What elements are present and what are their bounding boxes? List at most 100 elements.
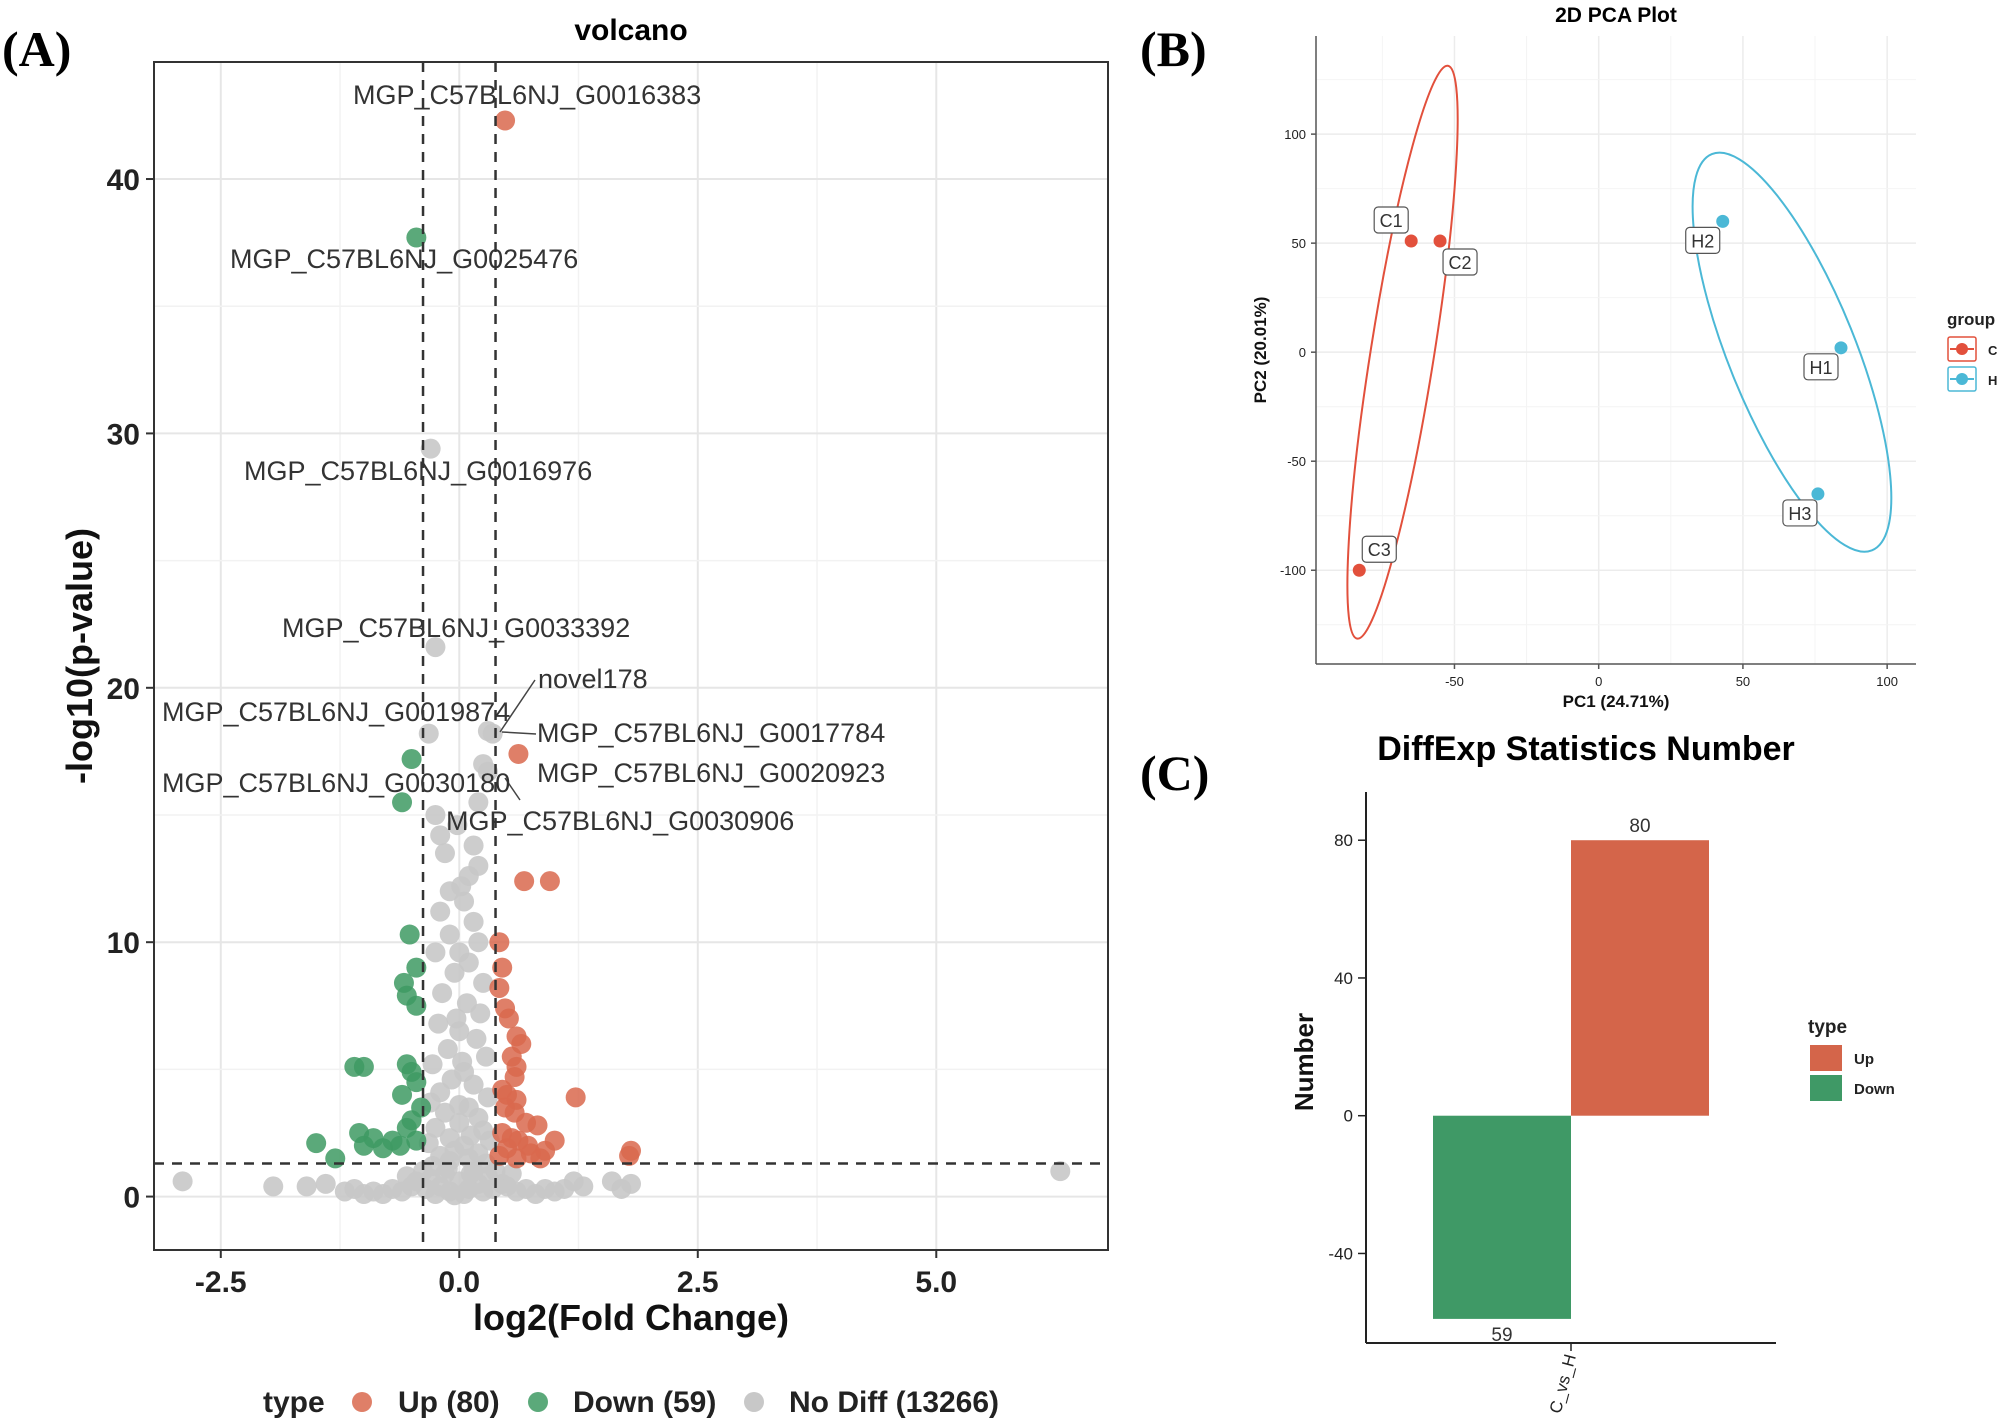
pca-x-tick-label: -50 bbox=[1445, 674, 1464, 689]
volcano-point-no-diff bbox=[468, 932, 489, 953]
volcano-y-tick-label: 20 bbox=[107, 673, 140, 706]
volcano-point-down bbox=[325, 1148, 346, 1169]
volcano-point-no-diff bbox=[425, 1117, 446, 1138]
pca-y-tick-label: 50 bbox=[1292, 236, 1306, 251]
diffexp-y-tick-label: 40 bbox=[1334, 969, 1353, 988]
volcano-gridlines bbox=[154, 62, 1108, 1250]
pca-legend-c: C bbox=[1988, 343, 1998, 358]
pca-point-h3 bbox=[1811, 487, 1825, 501]
volcano-legend-down-swatch bbox=[528, 1392, 548, 1412]
volcano-point-no-diff bbox=[428, 1013, 449, 1034]
volcano-point-no-diff bbox=[422, 1054, 443, 1075]
diffexp-title: DiffExp Statistics Number bbox=[1377, 730, 1795, 768]
pca-x-tick-label: 50 bbox=[1736, 674, 1750, 689]
volcano-x-tick-label: 0.0 bbox=[438, 1266, 480, 1299]
diffexp-y-tick-label: -40 bbox=[1328, 1244, 1353, 1263]
volcano-legend-up-swatch bbox=[352, 1392, 372, 1412]
volcano-point-no-diff bbox=[463, 911, 484, 932]
panel-label-b: (B) bbox=[1140, 21, 1207, 77]
volcano-axis-ticks: -2.5 0.0 2.5 5.0 0 10 20 30 40 bbox=[107, 164, 958, 1299]
volcano-point-no-diff bbox=[396, 1166, 417, 1187]
volcano-point-no-diff bbox=[621, 1173, 641, 1194]
volcano-y-tick-label: 30 bbox=[107, 418, 140, 451]
volcano-point-no-diff bbox=[482, 723, 503, 744]
volcano-point-no-diff bbox=[475, 1046, 496, 1067]
volcano-point-no-diff bbox=[437, 1039, 458, 1060]
volcano-gene-label: MGP_C57BL6NJ_G0016383 bbox=[353, 80, 701, 110]
panel-label-c: (C) bbox=[1140, 745, 1209, 801]
volcano-point-down bbox=[401, 749, 422, 770]
pca-sample-label: H1 bbox=[1809, 358, 1832, 378]
volcano-y-tick-label: 40 bbox=[107, 164, 140, 197]
volcano-point-no-diff bbox=[430, 901, 451, 922]
volcano-label-leaders bbox=[499, 679, 537, 801]
volcano-point-down bbox=[390, 1135, 411, 1156]
volcano-label-leader bbox=[501, 731, 537, 735]
volcano-legend-nodiff-swatch bbox=[744, 1392, 764, 1412]
volcano-point-up bbox=[495, 110, 516, 131]
volcano-point-no-diff bbox=[315, 1173, 336, 1194]
volcano-point-no-diff bbox=[449, 1112, 470, 1133]
volcano-point-no-diff bbox=[444, 962, 465, 983]
volcano-gene-labels: MGP_C57BL6NJ_G0016383 MGP_C57BL6NJ_G00254… bbox=[162, 80, 885, 836]
volcano-label-leader bbox=[499, 679, 536, 733]
diffexp-legend-up-swatch bbox=[1810, 1045, 1842, 1071]
panel-label-a: (A) bbox=[2, 21, 71, 77]
volcano-plot-background bbox=[154, 62, 1108, 1250]
diffexp-legend-up: Up bbox=[1854, 1051, 1874, 1068]
volcano-point-down bbox=[399, 924, 420, 945]
volcano-gene-label: MGP_C57BL6NJ_G0025476 bbox=[230, 244, 578, 274]
pca-sample-label: C2 bbox=[1449, 253, 1472, 273]
pca-legend-c-dot bbox=[1956, 343, 1968, 355]
pca-sample-label: H3 bbox=[1788, 504, 1811, 524]
volcano-point-no-diff bbox=[452, 1051, 473, 1072]
volcano-points bbox=[172, 110, 1071, 1206]
volcano-point-up bbox=[489, 932, 510, 953]
volcano-gene-label: MGP_C57BL6NJ_G0020923 bbox=[537, 758, 885, 788]
volcano-y-tick-label: 0 bbox=[123, 1182, 140, 1215]
volcano-point-up bbox=[498, 1008, 519, 1029]
volcano-point-no-diff bbox=[501, 1163, 522, 1184]
volcano-point-down bbox=[392, 1084, 413, 1105]
pca-legend-title: group bbox=[1947, 310, 1995, 329]
pca-label-box bbox=[1803, 353, 1839, 381]
volcano-legend-down: Down (59) bbox=[573, 1386, 716, 1419]
pca-points bbox=[1352, 214, 1848, 577]
volcano-point-no-diff bbox=[454, 891, 475, 912]
volcano-point-no-diff bbox=[447, 815, 468, 836]
pca-point-h1 bbox=[1834, 341, 1848, 355]
volcano-y-axis-title: -log10(p-value) bbox=[59, 528, 100, 784]
volcano-point-down bbox=[406, 1130, 427, 1151]
pca-legend-h: H bbox=[1988, 373, 1997, 388]
diffexp-bar-chart: 80 59 -40 0 40 80 C_vs_H DiffExp Statistics N… bbox=[1289, 730, 1895, 1415]
volcano-point-no-diff bbox=[434, 843, 455, 864]
volcano-point-down bbox=[406, 995, 427, 1016]
volcano-point-no-diff bbox=[425, 804, 446, 825]
volcano-point-no-diff bbox=[449, 942, 470, 963]
volcano-gene-label: MGP_C57BL6NJ_G0030906 bbox=[446, 806, 794, 836]
pca-ellipse-h bbox=[1691, 151, 1893, 553]
volcano-point-no-diff bbox=[463, 1074, 484, 1095]
pca-y-tick-label: -50 bbox=[1287, 454, 1306, 469]
pca-sample-label: C1 bbox=[1380, 211, 1403, 231]
volcano-x-tick-label: -2.5 bbox=[195, 1266, 247, 1299]
volcano-point-up bbox=[527, 1115, 548, 1136]
volcano-gene-label: novel178 bbox=[538, 664, 648, 694]
volcano-threshold-lines bbox=[154, 62, 1108, 1250]
pca-confidence-ellipses bbox=[1346, 64, 1893, 640]
diffexp-bar-up-label: 80 bbox=[1629, 816, 1650, 837]
pca-label-box bbox=[1782, 499, 1818, 527]
volcano-point-no-diff bbox=[573, 1176, 594, 1197]
volcano-point-down bbox=[372, 1138, 393, 1159]
volcano-point-down bbox=[406, 957, 427, 978]
volcano-point-down bbox=[406, 1072, 427, 1093]
volcano-plot: MGP_C57BL6NJ_G0016383 MGP_C57BL6NJ_G00254… bbox=[59, 14, 1109, 1419]
pca-point-c1 bbox=[1404, 234, 1418, 248]
diffexp-legend-down: Down bbox=[1854, 1081, 1895, 1098]
pca-point-h2 bbox=[1716, 214, 1730, 228]
pca-x-tick-label: 100 bbox=[1876, 674, 1898, 689]
volcano-plot-border bbox=[153, 61, 1109, 1251]
volcano-x-tick-label: 5.0 bbox=[915, 1266, 957, 1299]
diffexp-legend-down-swatch bbox=[1810, 1075, 1842, 1101]
